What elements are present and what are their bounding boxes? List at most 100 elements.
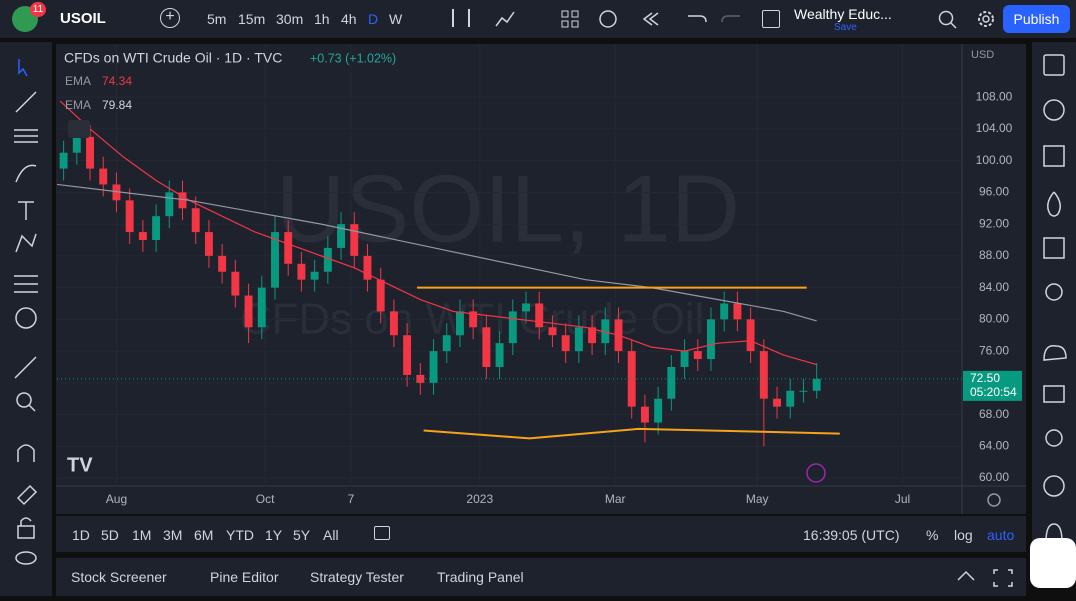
collapse-legend[interactable] [68,120,90,138]
candle-body [773,398,781,407]
y-tick-label: 68.00 [979,407,1009,421]
range-button[interactable]: 1Y [265,527,283,543]
candle-body [588,327,597,344]
bottom-panel: Stock Screener Pine Editor Strategy Tester… [56,558,1026,596]
percent-toggle[interactable]: % [926,527,939,543]
candle-body [680,351,689,367]
interval-button[interactable]: D [368,11,379,27]
y-tick-label: 60.00 [979,470,1009,484]
widget-icons[interactable] [1032,42,1076,554]
left-toolbar [0,42,52,596]
candle-body [522,303,530,312]
countdown: 05:20:54 [970,385,1017,399]
drawing-tools[interactable] [0,42,52,596]
watermark-symbol: USOIL, 1D [276,155,740,262]
y-tick-label: 76.00 [979,343,1009,357]
candle-body [548,327,557,336]
candle-body [627,351,636,407]
candle-body [350,224,359,256]
legend-value: 79.84 [102,98,132,112]
date-range-button[interactable] [374,526,390,540]
candle-body [99,168,108,185]
candle-body [86,136,94,169]
y-tick-label: 84.00 [979,280,1009,294]
range-button[interactable]: All [323,527,339,543]
candle-body [429,351,438,383]
candle-body [640,406,649,423]
y-tick-label: 92.00 [979,216,1009,230]
candle-body [310,271,319,280]
symbol[interactable]: USOIL [60,10,106,27]
interval-button[interactable]: 5m [207,11,227,27]
candle-body [376,279,385,312]
candle-body [733,303,742,320]
candle-body [786,390,795,407]
x-tick-label: Jul [895,492,910,506]
y-tick-label: 96.00 [979,185,1009,199]
range-button[interactable]: 3M [163,527,183,543]
fullscreen-button[interactable] [762,10,780,28]
toolbar-icons [495,10,579,28]
panel-tab[interactable]: Pine Editor [210,569,279,585]
candle-body [389,311,398,336]
candle-body [218,255,227,272]
publish-button[interactable]: Publish [1003,5,1070,33]
log-toggle[interactable]: log [954,527,973,543]
interval-button[interactable]: W [389,11,403,27]
price-label-box [963,370,1022,401]
trend-line [423,427,840,440]
range-button[interactable]: 1D [72,527,90,543]
range-button[interactable]: 6M [194,527,214,543]
last-price-label: 72.50 [970,371,1000,385]
legend-value: 74.34 [102,74,132,88]
interval-button[interactable]: 30m [276,11,304,27]
events-icon[interactable] [806,463,826,483]
chart-background [56,44,1026,514]
search-settings[interactable] [936,8,996,30]
auto-toggle[interactable]: auto [987,527,1015,543]
range-button[interactable]: 5Y [293,527,311,543]
candle-body [746,319,755,352]
panel-tab[interactable]: Strategy Tester [310,569,404,585]
assistant-button[interactable] [1030,538,1076,588]
x-tick-label: Mar [605,492,626,506]
layout-status: Save [834,22,857,33]
candle-body [72,136,81,153]
range-button[interactable]: 1M [132,527,152,543]
right-toolbar [1032,42,1076,554]
chart-type-button[interactable] [452,9,470,27]
scale-settings[interactable] [987,493,1001,507]
candle-body [125,200,134,233]
y-tick-label: 108.00 [976,89,1013,103]
y-tick-label: 80.00 [979,312,1009,326]
clock[interactable]: 16:39:05 (UTC) [803,527,900,543]
panel-controls[interactable] [954,566,1024,588]
interval-button[interactable]: 15m [238,11,266,27]
notification-badge: 11 [30,2,46,17]
y-tick-label: 104.00 [976,121,1013,135]
range-button[interactable]: 5D [101,527,119,543]
legend-name: EMA [65,98,91,112]
candle-body [482,327,491,367]
range-bar: 1D 5D 1M 3M 6M YTD 1Y 5Y All 16:39:05 (UTC) % lo… [56,516,1026,552]
compare-button[interactable]: + [160,8,180,28]
candle-body [337,224,346,248]
candle-body [178,192,187,209]
interval-button[interactable]: 4h [341,11,357,27]
candle-body [403,335,412,375]
candle-body [257,287,266,328]
panel-tab[interactable]: Stock Screener [71,569,167,585]
range-button[interactable]: YTD [226,527,254,543]
candle-body [59,152,68,169]
chart: USOIL, 1D CFDs on WTI Crude Oil 60.0064.… [56,44,1026,514]
ema-line [59,100,817,366]
layout-name[interactable]: Wealthy Educ... [794,6,892,22]
tv-logo: TV [67,454,93,476]
panel-tab[interactable]: Trading Panel [437,569,524,585]
currency[interactable]: USD [971,49,994,61]
interval-button[interactable]: 1h [314,11,330,27]
candle-body [707,319,715,360]
candle-body [799,390,808,392]
candle-body [152,216,161,241]
